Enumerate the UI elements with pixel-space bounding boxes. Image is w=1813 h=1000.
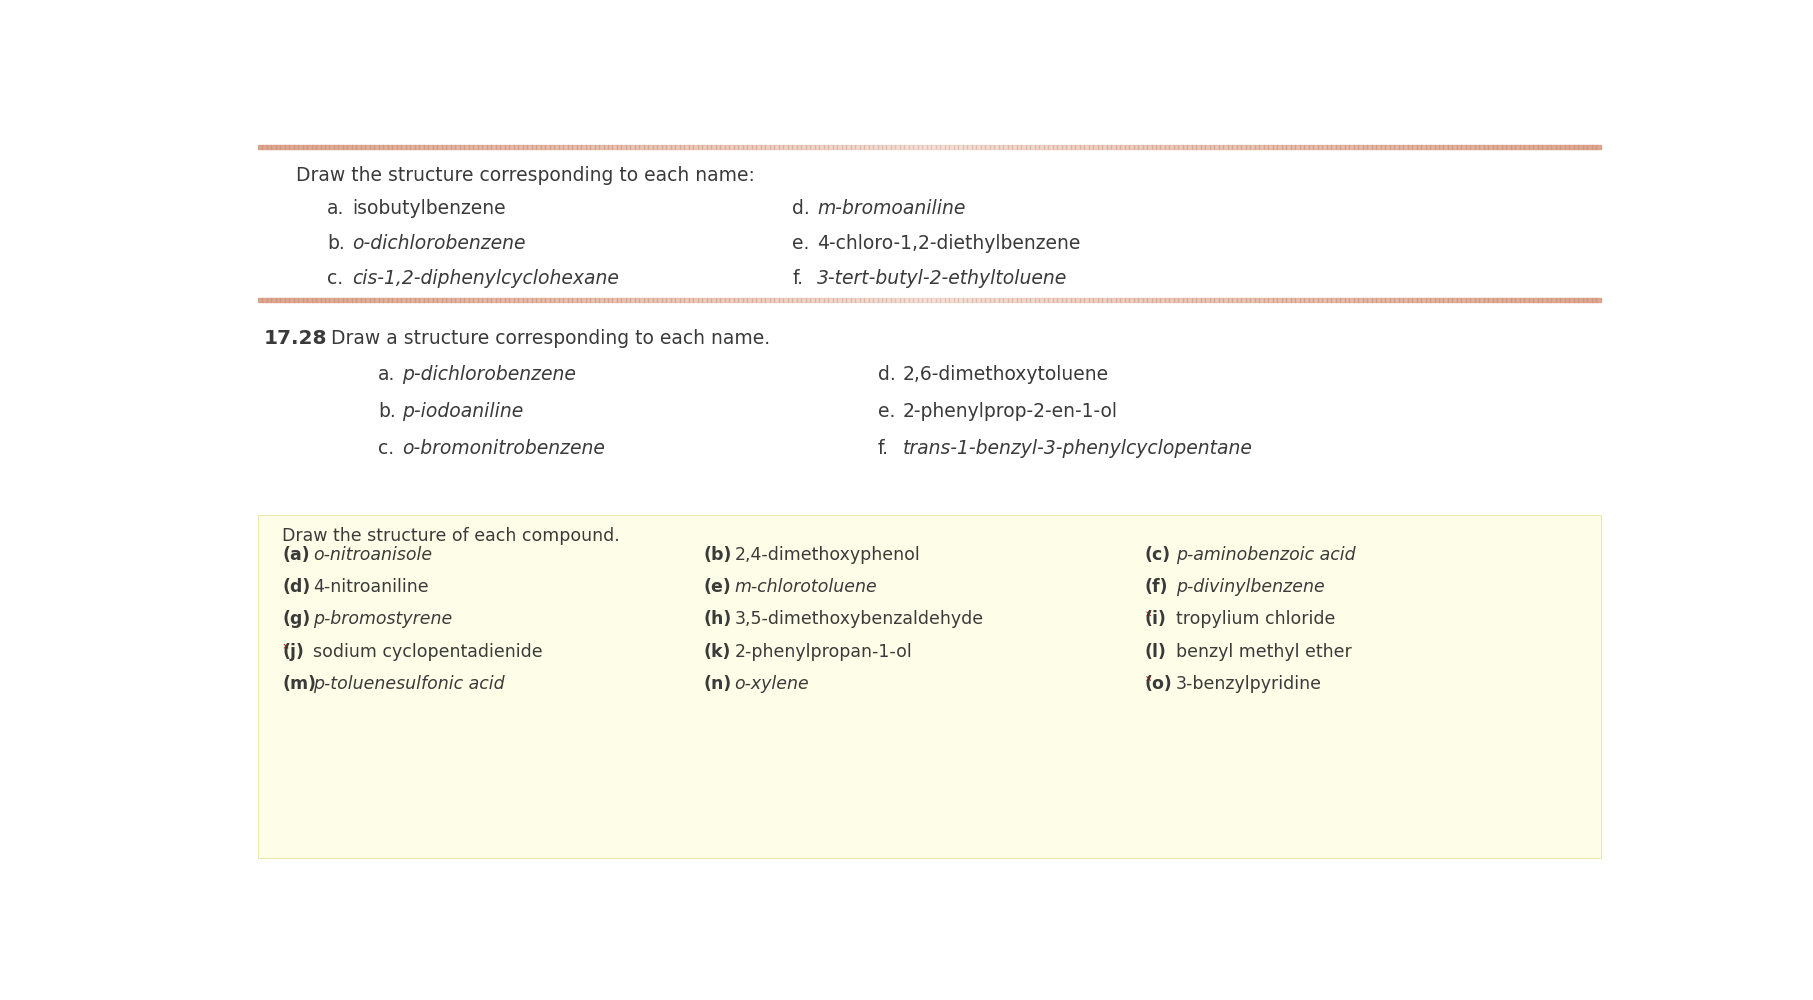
Text: (f): (f) [1146,578,1169,596]
Text: (h): (h) [703,610,731,628]
Text: c.: c. [377,439,393,458]
Text: (j): (j) [283,643,305,661]
Text: p-divinylbenzene: p-divinylbenzene [1177,578,1325,596]
Text: 4-chloro-1,2-diethylbenzene: 4-chloro-1,2-diethylbenzene [818,234,1081,253]
Text: m-chlorotoluene: m-chlorotoluene [734,578,877,596]
Text: (o): (o) [1146,675,1173,693]
Text: e.: e. [792,234,810,253]
Text: 3,5-dimethoxybenzaldehyde: 3,5-dimethoxybenzaldehyde [734,610,983,628]
Text: tropylium chloride: tropylium chloride [1177,610,1336,628]
Text: e.: e. [877,402,896,421]
Text: (d): (d) [283,578,310,596]
Text: (e): (e) [703,578,731,596]
Text: (c): (c) [1146,546,1171,564]
Text: 4-nitroaniline: 4-nitroaniline [314,578,430,596]
Text: b.: b. [328,234,344,253]
Text: (a): (a) [283,546,310,564]
Text: p-iodoaniline: p-iodoaniline [402,402,524,421]
Text: d.: d. [877,365,896,384]
Text: o-dichlorobenzene: o-dichlorobenzene [352,234,526,253]
Text: a.: a. [328,199,344,218]
Text: benzyl methyl ether: benzyl methyl ether [1177,643,1352,661]
Text: 3-tert-butyl-2-ethyltoluene: 3-tert-butyl-2-ethyltoluene [818,269,1068,288]
Text: c.: c. [328,269,343,288]
Text: 2,4-dimethoxyphenol: 2,4-dimethoxyphenol [734,546,919,564]
FancyBboxPatch shape [257,515,1601,858]
Text: 2-phenylprop-2-en-1-ol: 2-phenylprop-2-en-1-ol [903,402,1117,421]
Text: (b): (b) [703,546,732,564]
Text: o-bromonitrobenzene: o-bromonitrobenzene [402,439,606,458]
Text: o-nitroanisole: o-nitroanisole [314,546,433,564]
Text: trans-1-benzyl-3-phenylcyclopentane: trans-1-benzyl-3-phenylcyclopentane [903,439,1253,458]
Text: Draw a structure corresponding to each name.: Draw a structure corresponding to each n… [332,329,771,348]
Text: p-toluenesulfonic acid: p-toluenesulfonic acid [314,675,506,693]
Text: m-bromoaniline: m-bromoaniline [818,199,966,218]
Text: (g): (g) [283,610,310,628]
Text: 2,6-dimethoxytoluene: 2,6-dimethoxytoluene [903,365,1108,384]
Text: (i): (i) [1146,610,1168,628]
Text: cis-1,2-diphenylcyclohexane: cis-1,2-diphenylcyclohexane [352,269,618,288]
Text: f.: f. [877,439,888,458]
Text: sodium cyclopentadienide: sodium cyclopentadienide [314,643,544,661]
Text: (l): (l) [1146,643,1168,661]
Text: isobutylbenzene: isobutylbenzene [352,199,506,218]
Text: p-bromostyrene: p-bromostyrene [314,610,453,628]
Text: p-aminobenzoic acid: p-aminobenzoic acid [1177,546,1356,564]
Text: 3-benzylpyridine: 3-benzylpyridine [1177,675,1322,693]
Text: 17.28: 17.28 [265,329,328,348]
Text: f.: f. [792,269,803,288]
Text: (k): (k) [703,643,731,661]
Text: b.: b. [377,402,395,421]
Text: Draw the structure corresponding to each name:: Draw the structure corresponding to each… [296,166,756,185]
Text: a.: a. [377,365,395,384]
Text: p-dichlorobenzene: p-dichlorobenzene [402,365,577,384]
Text: (m): (m) [283,675,317,693]
Text: 2-phenylpropan-1-ol: 2-phenylpropan-1-ol [734,643,912,661]
Text: o-xylene: o-xylene [734,675,809,693]
Text: d.: d. [792,199,810,218]
Text: Draw the structure of each compound.: Draw the structure of each compound. [283,527,620,545]
Text: (n): (n) [703,675,731,693]
